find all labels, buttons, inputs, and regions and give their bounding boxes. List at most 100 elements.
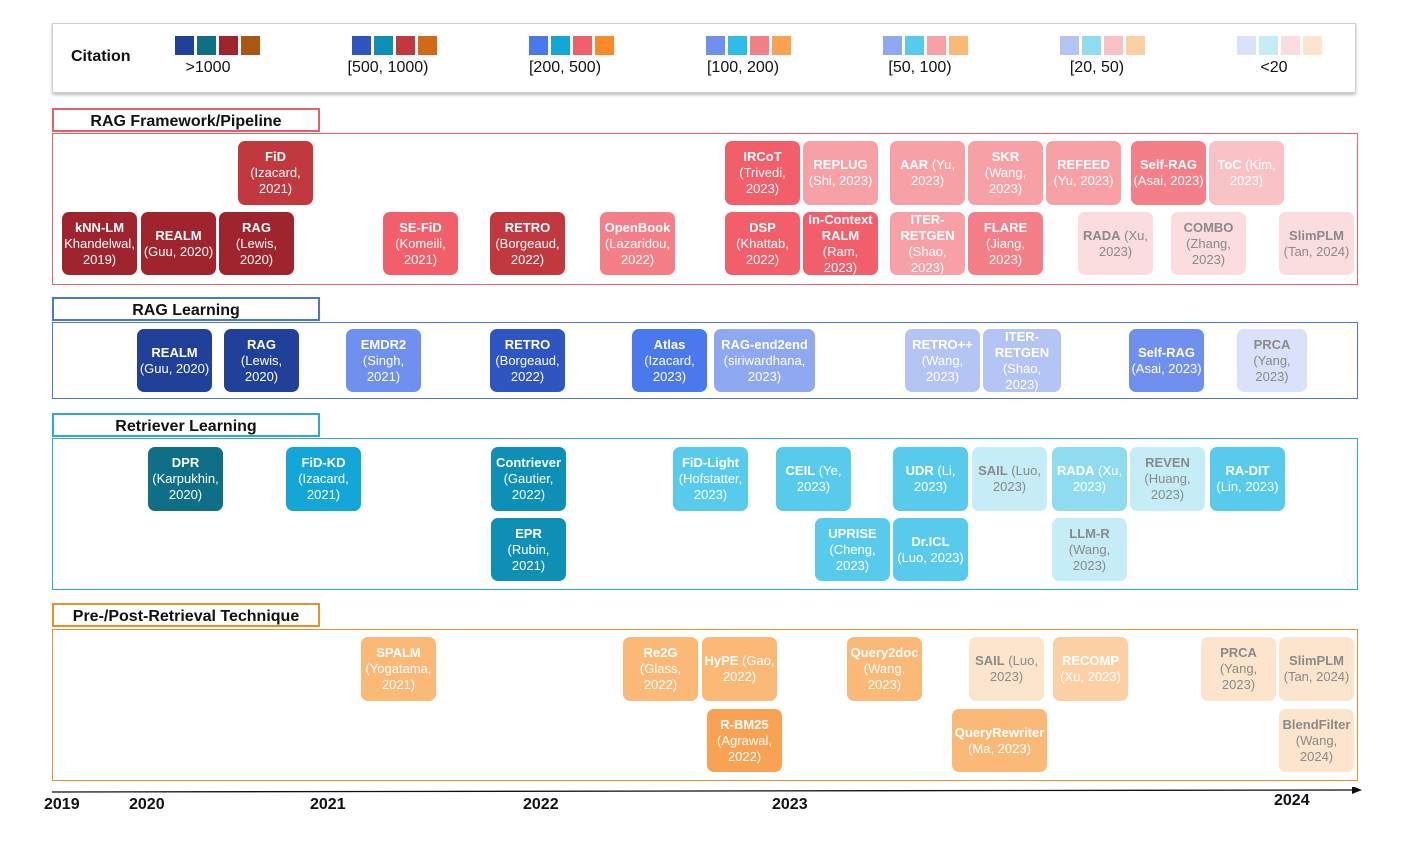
legend-swatch [595, 36, 614, 55]
paper-name: OpenBook [604, 219, 671, 235]
paper-card: SE-FiD (Komeili, 2021) [383, 212, 458, 275]
section-frame [52, 322, 1358, 399]
paper-citation: (Huang, 2023) [1144, 471, 1191, 502]
paper-name: REALM [155, 227, 202, 243]
paper-card: REVEN (Huang, 2023) [1130, 447, 1205, 511]
paper-name: Re2G [643, 645, 678, 660]
paper-card: REFEED (Yu, 2023) [1046, 141, 1121, 205]
paper-card-text: Re2G (Glass, 2022) [625, 645, 696, 693]
paper-citation: (Kim, 2023) [1229, 157, 1276, 188]
paper-citation: (Ma, 2023) [968, 740, 1031, 756]
paper-card: REALM (Guu, 2020) [137, 329, 212, 392]
paper-card: FiD (Izacard, 2021) [238, 141, 313, 205]
paper-card: In-Context RALM (Ram, 2023) [803, 212, 878, 275]
paper-name: CEIL [785, 463, 816, 478]
paper-citation: (Shi, 2023) [808, 173, 873, 188]
paper-name: RETRO [504, 336, 551, 352]
paper-name: FiD-Light [681, 455, 740, 470]
legend-swatch [1082, 36, 1101, 55]
paper-card: RETRO++ (Wang, 2023) [905, 329, 980, 392]
paper-citation: (Shao, 2023) [1002, 360, 1042, 392]
legend-swatches [706, 36, 791, 55]
paper-citation: (Yang, 2023) [1219, 661, 1258, 692]
legend-swatch [551, 36, 570, 55]
paper-name: RADA [1056, 463, 1095, 478]
paper-citation: (Guu, 2020) [143, 243, 214, 259]
paper-card-text: FiD-Light (Hofstatter, 2023) [675, 455, 746, 503]
paper-card-text: Dr.ICL (Luo, 2023) [895, 534, 966, 566]
paper-card: RA-DIT (Lin, 2023) [1210, 447, 1285, 511]
paper-card-text: UPRISE (Cheng, 2023) [817, 526, 888, 574]
paper-name: Dr.ICL [911, 533, 950, 549]
paper-card: PRCA (Yang, 2023) [1237, 329, 1307, 392]
paper-card: LLM-R (Wang, 2023) [1052, 518, 1127, 581]
paper-card: R-BM25 (Agrawal, 2022) [707, 709, 782, 772]
paper-citation: (Rubin, 2021) [507, 541, 550, 573]
paper-citation: (Yang, 2023) [1253, 352, 1291, 384]
paper-card-text: DPR (Karpukhin, 2020) [150, 455, 221, 503]
timeline-line [52, 789, 1353, 793]
paper-name: R-BM25 [720, 716, 769, 732]
paper-card: SKR (Wang, 2023) [968, 141, 1043, 205]
paper-card: SPALM (Yogatama, 2021) [361, 637, 436, 701]
paper-name: RAG [242, 219, 271, 235]
paper-citation: (Borgeaud, 2022) [495, 352, 560, 384]
paper-citation: (siriwardhana, 2023) [723, 352, 806, 384]
paper-citation: (Hofstatter, 2023) [678, 471, 743, 502]
legend-swatches [1237, 36, 1322, 55]
paper-name: IRCoT [743, 149, 782, 164]
paper-card: RAG-end2end (siriwardhana, 2023) [714, 329, 815, 392]
paper-card-text: SlimPLM (Tan, 2024) [1281, 228, 1352, 260]
timeline-arrow-icon [1352, 787, 1362, 794]
legend-swatch [750, 36, 769, 55]
paper-name: Query2doc [850, 645, 919, 660]
legend-swatch [396, 36, 415, 55]
legend-label: [20, 50) [1069, 59, 1125, 76]
paper-card: RADA (Xu, 2023) [1052, 447, 1127, 511]
paper-name: LLM-R [1069, 525, 1110, 541]
paper-card-text: R-BM25 (Agrawal, 2022) [709, 717, 780, 765]
paper-card-text: RADA (Xu, 2023) [1080, 228, 1151, 260]
legend-swatch [1060, 36, 1079, 55]
paper-card: PRCA (Yang, 2023) [1201, 637, 1276, 701]
paper-card-text: RAG (Lewis, 2020) [221, 220, 292, 268]
paper-card-text: COMBO (Zhang, 2023) [1173, 220, 1244, 268]
paper-card-text: SAIL (Luo, 2023) [971, 653, 1042, 685]
paper-card: HyPE (Gao, 2022) [702, 637, 777, 701]
paper-name: SKR [991, 149, 1020, 164]
paper-name: PRCA [1253, 336, 1291, 352]
paper-name: RA-DIT [1225, 463, 1270, 478]
paper-card-text: RETRO++ (Wang, 2023) [907, 337, 978, 385]
paper-name: REPLUG [813, 157, 868, 172]
paper-citation: (Borgeaud, 2022) [495, 235, 560, 267]
legend-swatch [728, 36, 747, 55]
paper-card: UDR (Li, 2023) [893, 447, 968, 511]
paper-name: FiD-KD [301, 455, 346, 470]
paper-card: COMBO (Zhang, 2023) [1171, 212, 1246, 275]
legend-swatches [352, 36, 437, 55]
paper-card-text: SE-FiD (Komeili, 2021) [385, 220, 456, 268]
paper-name: Contriever [495, 455, 562, 470]
paper-card-text: DSP (Khattab, 2022) [727, 220, 798, 268]
section-title: RAG Framework/Pipeline [52, 108, 320, 132]
paper-card-text: SKR (Wang, 2023) [970, 149, 1041, 197]
paper-citation: (Luo, 2023) [992, 463, 1041, 494]
paper-card-text: RETRO (Borgeaud, 2022) [492, 337, 563, 385]
paper-name: RADA [1082, 227, 1121, 243]
paper-name: ITER-RETGEN [994, 329, 1050, 360]
paper-citation: (Izacard, 2021) [250, 165, 301, 196]
paper-citation: (Yu, 2023) [1053, 173, 1114, 188]
paper-card-text: BlendFilter (Wang, 2024) [1281, 717, 1352, 765]
legend-swatch [1237, 36, 1256, 55]
legend-swatch [1104, 36, 1123, 55]
legend-swatch [905, 36, 924, 55]
paper-card-text: Query2doc (Wang, 2023) [849, 645, 920, 693]
paper-citation: (Ram, 2023) [822, 243, 859, 275]
legend-label: [50, 100) [888, 59, 952, 76]
paper-citation: (Tan, 2024) [1283, 243, 1350, 259]
legend-swatch [241, 36, 260, 55]
paper-card-text: Self-RAG (Asai, 2023) [1131, 345, 1202, 377]
paper-card: ITER-RETGEN (Shao, 2023) [983, 329, 1061, 392]
section-frame [52, 133, 1358, 285]
legend-swatch [1281, 36, 1300, 55]
